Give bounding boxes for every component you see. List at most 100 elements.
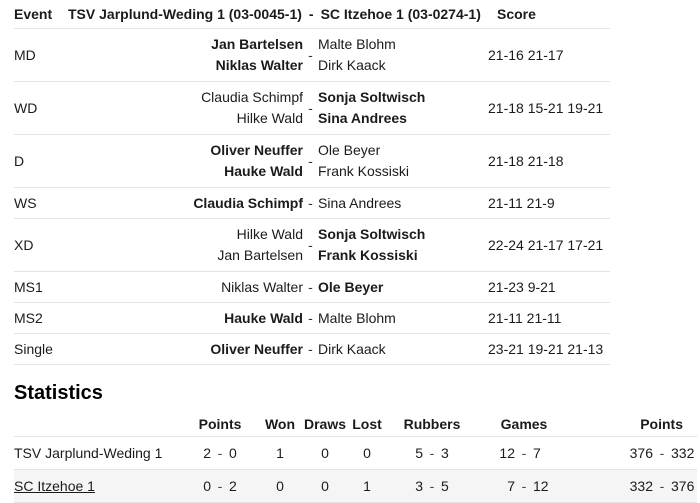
value-left: 332	[629, 478, 653, 494]
value-dash: -	[521, 478, 527, 494]
match-row: WD Claudia Schimpf Hilke Wald - Sonja Soltwi…	[14, 82, 610, 135]
header-total-points: Points	[640, 415, 683, 432]
event-cell: XD	[14, 237, 34, 253]
team-name-cell: SC Itzehoe 1	[14, 478, 184, 494]
lost-cell: 1	[363, 478, 371, 494]
rubbers-cell: 3-5	[388, 478, 476, 494]
player-name: Claudia Schimpf	[201, 89, 303, 105]
score-cell: 21-23 9-21	[488, 279, 556, 295]
vs-separator: -	[308, 310, 313, 326]
away-players-cell: Sonja Soltwisch Sina Andrees	[318, 87, 488, 129]
header-games: Games	[500, 415, 548, 432]
player-name: Niklas Walter	[215, 57, 303, 73]
vs-separator: -	[308, 279, 313, 295]
event-cell: WD	[14, 100, 38, 116]
vs-separator: -	[308, 153, 313, 169]
value-right: 5	[441, 478, 449, 494]
match-table-header: Event TSV Jarplund-Weding 1 (03-0045-1) …	[14, 0, 610, 29]
away-players-cell: Dirk Kaack	[318, 339, 488, 360]
total-points-cell: 376-332	[572, 445, 697, 461]
header-draws: Draws	[304, 415, 347, 432]
statistics-title: Statistics	[14, 382, 103, 404]
value-dash: -	[217, 478, 223, 494]
player-name: Sina Andrees	[318, 194, 402, 211]
won-cell: 1	[276, 445, 284, 461]
event-cell: WS	[14, 195, 37, 211]
points-cell: 2-0	[184, 445, 256, 461]
games-cell: 7-12	[476, 478, 572, 494]
home-players-cell: Claudia Schimpf Hilke Wald	[68, 87, 303, 129]
event-cell: Single	[14, 341, 53, 357]
header-lost: Lost	[352, 415, 382, 432]
rubbers-cell: 5-3	[388, 445, 476, 461]
match-row: D Oliver Neuffer Hauke Wald - Ole Beyer Frank…	[14, 135, 610, 188]
player-name: Dirk Kaack	[318, 57, 386, 73]
match-row: MS2 Hauke Wald - Malte Blohm 21-11 21-11	[14, 303, 610, 334]
lost-cell: 0	[363, 445, 371, 461]
home-players-cell: Claudia Schimpf	[68, 193, 303, 214]
player-name: Sina Andrees	[318, 110, 407, 126]
match-row: MD Jan Bartelsen Niklas Walter - Malte Blohm…	[14, 29, 610, 82]
score-cell: 22-24 21-17 17-21	[488, 237, 604, 253]
header-teams: TSV Jarplund-Weding 1 (03-0045-1) - SC I…	[68, 6, 488, 22]
vs-separator: -	[308, 100, 313, 116]
player-name: Malte Blohm	[318, 309, 396, 326]
player-name: Frank Kossiski	[318, 163, 410, 179]
games-cell: 12-7	[476, 445, 572, 461]
score-cell: 21-16 21-17	[488, 47, 564, 63]
value-right: 332	[671, 445, 695, 461]
header-team-separator: -	[308, 6, 314, 22]
vs-separator: -	[308, 341, 313, 357]
player-name: Hauke Wald	[224, 309, 303, 326]
value-left: 7	[507, 478, 515, 494]
value-left: 12	[499, 445, 515, 461]
event-cell: MS1	[14, 279, 43, 295]
value-left: 0	[203, 478, 211, 494]
value-dash: -	[429, 478, 435, 494]
score-cell: 21-18 15-21 19-21	[488, 100, 604, 116]
team-link[interactable]: SC Itzehoe 1	[14, 478, 95, 494]
header-event: Event	[14, 6, 53, 22]
match-row: Single Oliver Neuffer - Dirk Kaack 23-21 19-…	[14, 334, 610, 365]
header-rubbers: Rubbers	[403, 415, 461, 432]
value-dash: -	[429, 445, 435, 461]
stats-rows: TSV Jarplund-Weding 1 2-0 1 0 0 5-3 12-7 376-33…	[14, 437, 697, 503]
event-cell: MD	[14, 47, 36, 63]
value-right: 7	[533, 445, 541, 461]
score-cell: 21-11 21-9	[488, 195, 555, 211]
home-players-cell: Niklas Walter	[68, 277, 303, 298]
player-name: Oliver Neuffer	[210, 340, 303, 357]
vs-separator: -	[308, 47, 313, 63]
value-right: 12	[533, 478, 549, 494]
match-results-table: Event TSV Jarplund-Weding 1 (03-0045-1) …	[14, 0, 610, 365]
header-won: Won	[264, 415, 296, 432]
header-score: Score	[497, 6, 536, 22]
match-row: MS1 Niklas Walter - Ole Beyer 21-23 9-21	[14, 272, 610, 303]
value-dash: -	[521, 445, 527, 461]
away-players-cell: Malte Blohm Dirk Kaack	[318, 34, 488, 76]
player-name: Ole Beyer	[318, 278, 384, 295]
player-name: Frank Kossiski	[318, 247, 418, 263]
statistics-header-row: Points Won Draws Lost Rubbers Games Poin…	[14, 411, 697, 437]
event-cell: MS2	[14, 310, 43, 326]
team-name-cell: TSV Jarplund-Weding 1	[14, 445, 163, 461]
value-right: 2	[229, 478, 237, 494]
player-name: Sonja Soltwisch	[318, 89, 426, 105]
home-players-cell: Jan Bartelsen Niklas Walter	[68, 34, 303, 76]
vs-separator: -	[308, 195, 313, 211]
player-name: Malte Blohm	[318, 36, 396, 52]
away-players-cell: Sina Andrees	[318, 193, 488, 214]
match-row: XD Hilke Wald Jan Bartelsen - Sonja Soltwisc…	[14, 219, 610, 272]
won-cell: 0	[276, 478, 284, 494]
player-name: Hilke Wald	[236, 110, 303, 126]
value-left: 2	[203, 445, 211, 461]
home-players-cell: Oliver Neuffer	[68, 339, 303, 360]
total-points-cell: 332-376	[572, 478, 697, 494]
value-left: 376	[629, 445, 653, 461]
score-cell: 21-11 21-11	[488, 310, 562, 326]
player-name: Jan Bartelsen	[217, 247, 303, 263]
player-name: Sonja Soltwisch	[318, 226, 426, 242]
draws-cell: 0	[321, 445, 329, 461]
value-left: 5	[415, 445, 423, 461]
